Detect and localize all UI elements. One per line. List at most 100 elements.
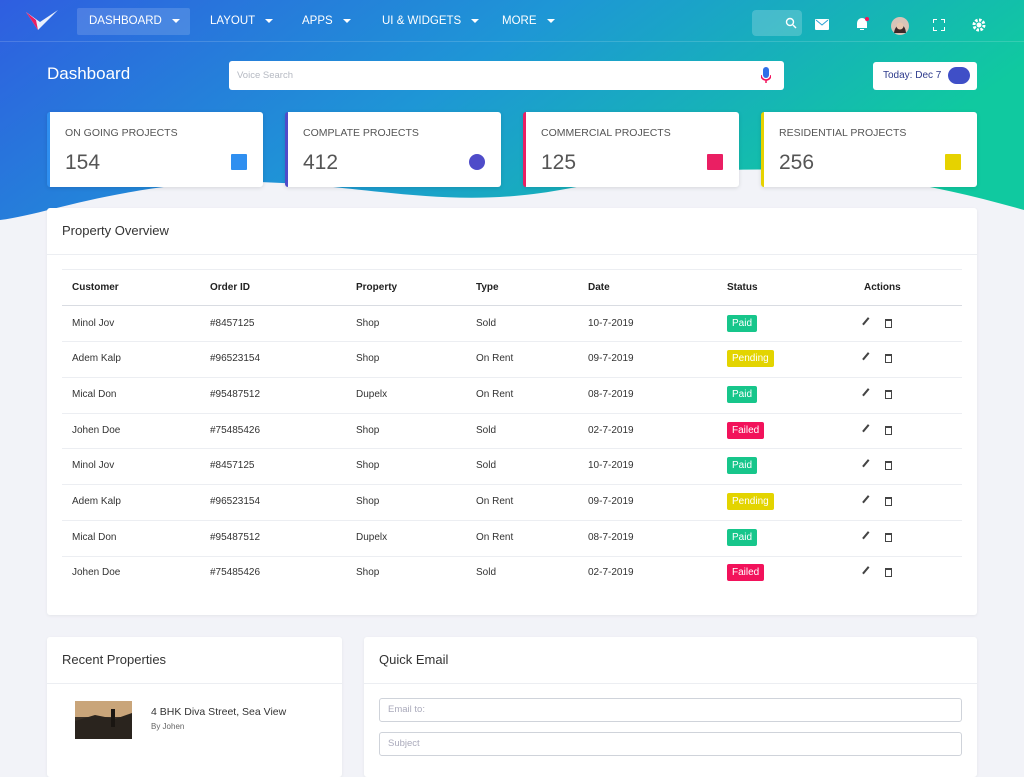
table-cell: Shop [356, 496, 380, 507]
stat-card: ON GOING PROJECTS 154 [47, 112, 263, 187]
table-line [62, 269, 962, 270]
table-cell: 09-7-2019 [588, 353, 634, 365]
table-cell: #8457125 [210, 460, 255, 472]
edit-action[interactable] [862, 459, 875, 473]
dropdown-caret [171, 18, 180, 23]
table-cell: 02-7-2019 [588, 424, 634, 436]
delete-action[interactable] [885, 318, 892, 328]
table-cell: 02-7-2019 [588, 567, 634, 579]
edit-action[interactable] [862, 316, 875, 330]
stat-card: COMMERCIAL PROJECTS 125 [523, 112, 739, 187]
divider [364, 683, 977, 684]
delete-action[interactable] [885, 354, 892, 364]
fullscreen-icon[interactable] [933, 19, 945, 31]
delete-action[interactable] [885, 461, 892, 471]
stat-label: RESIDENTIAL PROJECTS [779, 127, 907, 139]
table-cell: Minol Jov [72, 460, 115, 472]
nav-label: UI & WIDGETS [382, 15, 462, 27]
table-cell: #75485426 [210, 424, 261, 436]
table-cell: Shop [356, 567, 380, 579]
navbar: DASHBOARD LAYOUT APPS UI & WIDGETS MORE [0, 0, 1024, 42]
notification-icon[interactable] [854, 16, 870, 32]
edit-action[interactable] [862, 566, 875, 580]
stat-value: 154 [65, 151, 101, 174]
table-cell: 10-7-2019 [588, 317, 634, 329]
edit-action[interactable] [862, 495, 875, 508]
nav-label: DASHBOARD [89, 15, 162, 27]
edit-action[interactable] [862, 352, 875, 366]
status-badge: Paid [727, 528, 758, 546]
delete-action[interactable] [885, 497, 892, 506]
date-label: Today: Dec 7 [883, 70, 942, 81]
subject-input[interactable]: Subject [379, 732, 962, 756]
delete-action[interactable] [885, 568, 892, 578]
table-cell: Sold [476, 424, 497, 436]
email-input[interactable]: Email to: [379, 698, 962, 722]
column-header: Property [356, 282, 398, 293]
date-dropdown[interactable] [948, 67, 970, 84]
logo[interactable] [24, 8, 60, 34]
property-author: By Johen [151, 722, 185, 731]
table-line [62, 519, 962, 521]
column-header: Actions [864, 282, 901, 293]
nav-item[interactable]: LAYOUT [198, 8, 283, 35]
column-header: Date [588, 282, 610, 293]
edit-action[interactable] [862, 423, 875, 437]
stat-label: COMPLATE PROJECTS [303, 127, 419, 139]
page-title: Dashboard [47, 64, 131, 83]
table-cell: Johen Doe [72, 424, 121, 436]
nav-item[interactable]: DASHBOARD [77, 8, 190, 35]
stat-value: 412 [303, 151, 339, 174]
table-cell: On Rent [476, 531, 514, 543]
input-placeholder: Subject [388, 738, 420, 749]
date-picker[interactable]: Today: Dec 7 [873, 62, 977, 90]
dropdown-caret [342, 18, 351, 23]
table-cell: #75485426 [210, 567, 261, 579]
delete-action[interactable] [885, 532, 892, 542]
column-header: Type [476, 282, 499, 293]
stat-icon [469, 154, 485, 170]
mic-icon[interactable] [761, 67, 771, 84]
table-cell: Sold [476, 317, 497, 329]
stat-icon [945, 154, 961, 170]
table-cell: 08-7-2019 [588, 531, 634, 543]
panel-title: Quick Email [379, 652, 449, 667]
nav-item[interactable]: UI & WIDGETS [370, 8, 489, 35]
status-badge: Paid [727, 385, 758, 403]
table-cell: #8457125 [210, 317, 255, 329]
stat-label: ON GOING PROJECTS [65, 127, 178, 139]
recent-properties-panel: Recent Properties 4 BHK Diva Street, Sea… [47, 637, 342, 777]
nav-item[interactable]: APPS [290, 8, 361, 35]
table-cell: Mical Don [72, 531, 117, 543]
table-line [62, 377, 962, 378]
table-cell: Shop [356, 460, 380, 472]
nav-label: APPS [302, 15, 333, 27]
property-title[interactable]: 4 BHK Diva Street, Sea View [151, 706, 287, 718]
voice-search[interactable]: Voice Search [229, 61, 784, 90]
dropdown-caret [546, 18, 555, 23]
status-badge: Paid [727, 314, 758, 332]
table-line [62, 412, 962, 414]
table-line [62, 484, 962, 486]
column-header: Status [727, 282, 758, 293]
edit-action[interactable] [862, 530, 875, 544]
property-thumbnail[interactable] [75, 701, 132, 739]
search-box[interactable] [752, 10, 802, 36]
delete-action[interactable] [885, 389, 892, 399]
table-cell: On Rent [476, 388, 514, 400]
panel-title: Property Overview [62, 223, 169, 238]
status-badge: Paid [727, 457, 758, 475]
status-badge: Pending [727, 350, 774, 368]
status-badge: Failed [727, 564, 765, 582]
delete-action[interactable] [885, 425, 892, 435]
table-cell: #95487512 [210, 531, 261, 543]
property-overview-panel: Property Overview Customer Order ID Proper… [47, 208, 977, 615]
table-cell: Shop [356, 317, 380, 329]
nav-item[interactable]: MORE [490, 8, 565, 35]
table-line [62, 448, 962, 450]
avatar[interactable] [891, 17, 909, 35]
settings-icon[interactable] [972, 18, 986, 32]
mail-icon[interactable] [815, 19, 829, 30]
panel-title: Recent Properties [62, 652, 167, 667]
edit-action[interactable] [862, 388, 875, 401]
